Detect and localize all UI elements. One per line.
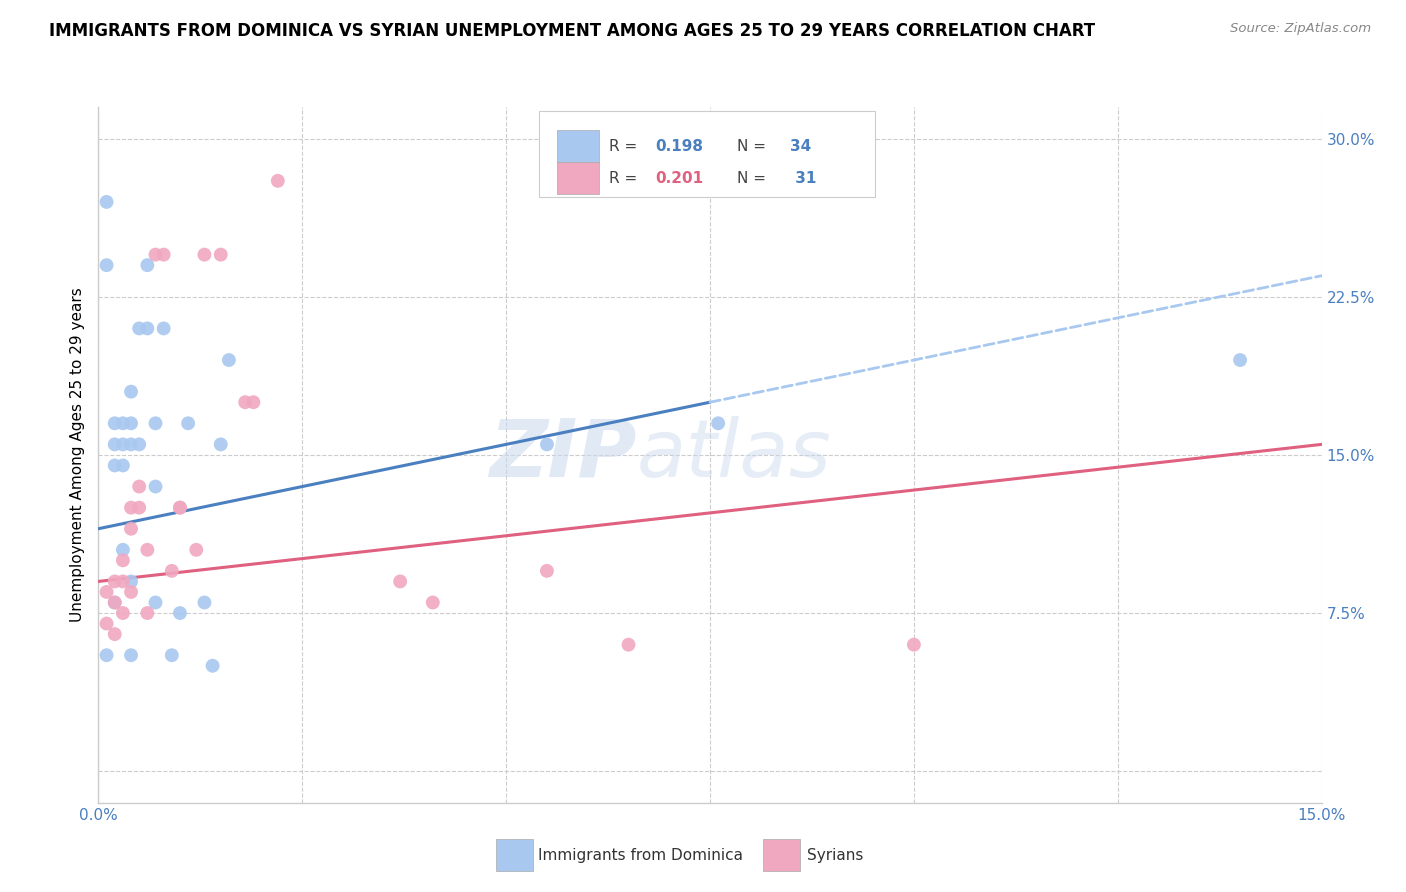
- Point: [136, 606, 159, 620]
- Point: [128, 321, 150, 335]
- Text: 31: 31: [790, 170, 815, 186]
- Point: [218, 353, 240, 368]
- Text: Source: ZipAtlas.com: Source: ZipAtlas.com: [1230, 22, 1371, 36]
- Point: [128, 479, 150, 493]
- Text: IMMIGRANTS FROM DOMINICA VS SYRIAN UNEMPLOYMENT AMONG AGES 25 TO 29 YEARS CORREL: IMMIGRANTS FROM DOMINICA VS SYRIAN UNEMP…: [49, 22, 1095, 40]
- Point: [96, 648, 118, 663]
- Point: [209, 247, 232, 261]
- Point: [111, 458, 134, 473]
- Point: [104, 595, 127, 609]
- Point: [193, 595, 215, 609]
- Point: [96, 585, 118, 599]
- Point: [617, 638, 640, 652]
- Point: [96, 616, 118, 631]
- Point: [193, 247, 215, 261]
- Point: [136, 321, 159, 335]
- Point: [111, 606, 134, 620]
- Point: [201, 658, 224, 673]
- Point: [111, 574, 134, 589]
- Point: [145, 479, 167, 493]
- Point: [903, 638, 925, 652]
- Point: [209, 437, 232, 451]
- Point: [707, 417, 730, 431]
- Point: [233, 395, 256, 409]
- Point: [389, 574, 412, 589]
- Text: Syrians: Syrians: [807, 848, 863, 863]
- Text: N =: N =: [737, 170, 770, 186]
- Point: [104, 595, 127, 609]
- Text: atlas: atlas: [637, 416, 831, 494]
- Point: [1229, 353, 1251, 368]
- Point: [104, 458, 127, 473]
- Point: [145, 417, 167, 431]
- FancyBboxPatch shape: [538, 111, 875, 197]
- Text: N =: N =: [737, 138, 770, 153]
- Point: [145, 595, 167, 609]
- Point: [104, 437, 127, 451]
- Text: 0.198: 0.198: [655, 138, 703, 153]
- FancyBboxPatch shape: [557, 130, 599, 162]
- Point: [177, 417, 200, 431]
- Point: [267, 174, 290, 188]
- Point: [186, 542, 208, 557]
- Point: [111, 417, 134, 431]
- Point: [160, 648, 183, 663]
- Point: [96, 258, 118, 272]
- Point: [128, 437, 150, 451]
- Point: [169, 606, 191, 620]
- Point: [152, 321, 174, 335]
- Text: 34: 34: [790, 138, 811, 153]
- Point: [145, 247, 167, 261]
- Point: [111, 437, 134, 451]
- Point: [111, 553, 134, 567]
- Text: ZIP: ZIP: [489, 416, 637, 494]
- Point: [128, 500, 150, 515]
- Text: 0.201: 0.201: [655, 170, 703, 186]
- Text: R =: R =: [609, 138, 641, 153]
- Point: [104, 417, 127, 431]
- FancyBboxPatch shape: [557, 162, 599, 194]
- Point: [120, 574, 142, 589]
- Point: [152, 247, 174, 261]
- Point: [120, 500, 142, 515]
- Point: [120, 522, 142, 536]
- Point: [136, 258, 159, 272]
- Point: [536, 437, 558, 451]
- Point: [120, 417, 142, 431]
- Point: [104, 574, 127, 589]
- Point: [120, 437, 142, 451]
- Text: Immigrants from Dominica: Immigrants from Dominica: [538, 848, 744, 863]
- Point: [104, 627, 127, 641]
- Text: R =: R =: [609, 170, 641, 186]
- Point: [242, 395, 264, 409]
- Point: [160, 564, 183, 578]
- Point: [136, 542, 159, 557]
- Point: [422, 595, 444, 609]
- Point: [169, 500, 191, 515]
- Y-axis label: Unemployment Among Ages 25 to 29 years: Unemployment Among Ages 25 to 29 years: [70, 287, 86, 623]
- Point: [111, 542, 134, 557]
- Point: [536, 564, 558, 578]
- Point: [120, 585, 142, 599]
- Point: [169, 500, 191, 515]
- Point: [96, 194, 118, 209]
- Point: [120, 648, 142, 663]
- Point: [120, 384, 142, 399]
